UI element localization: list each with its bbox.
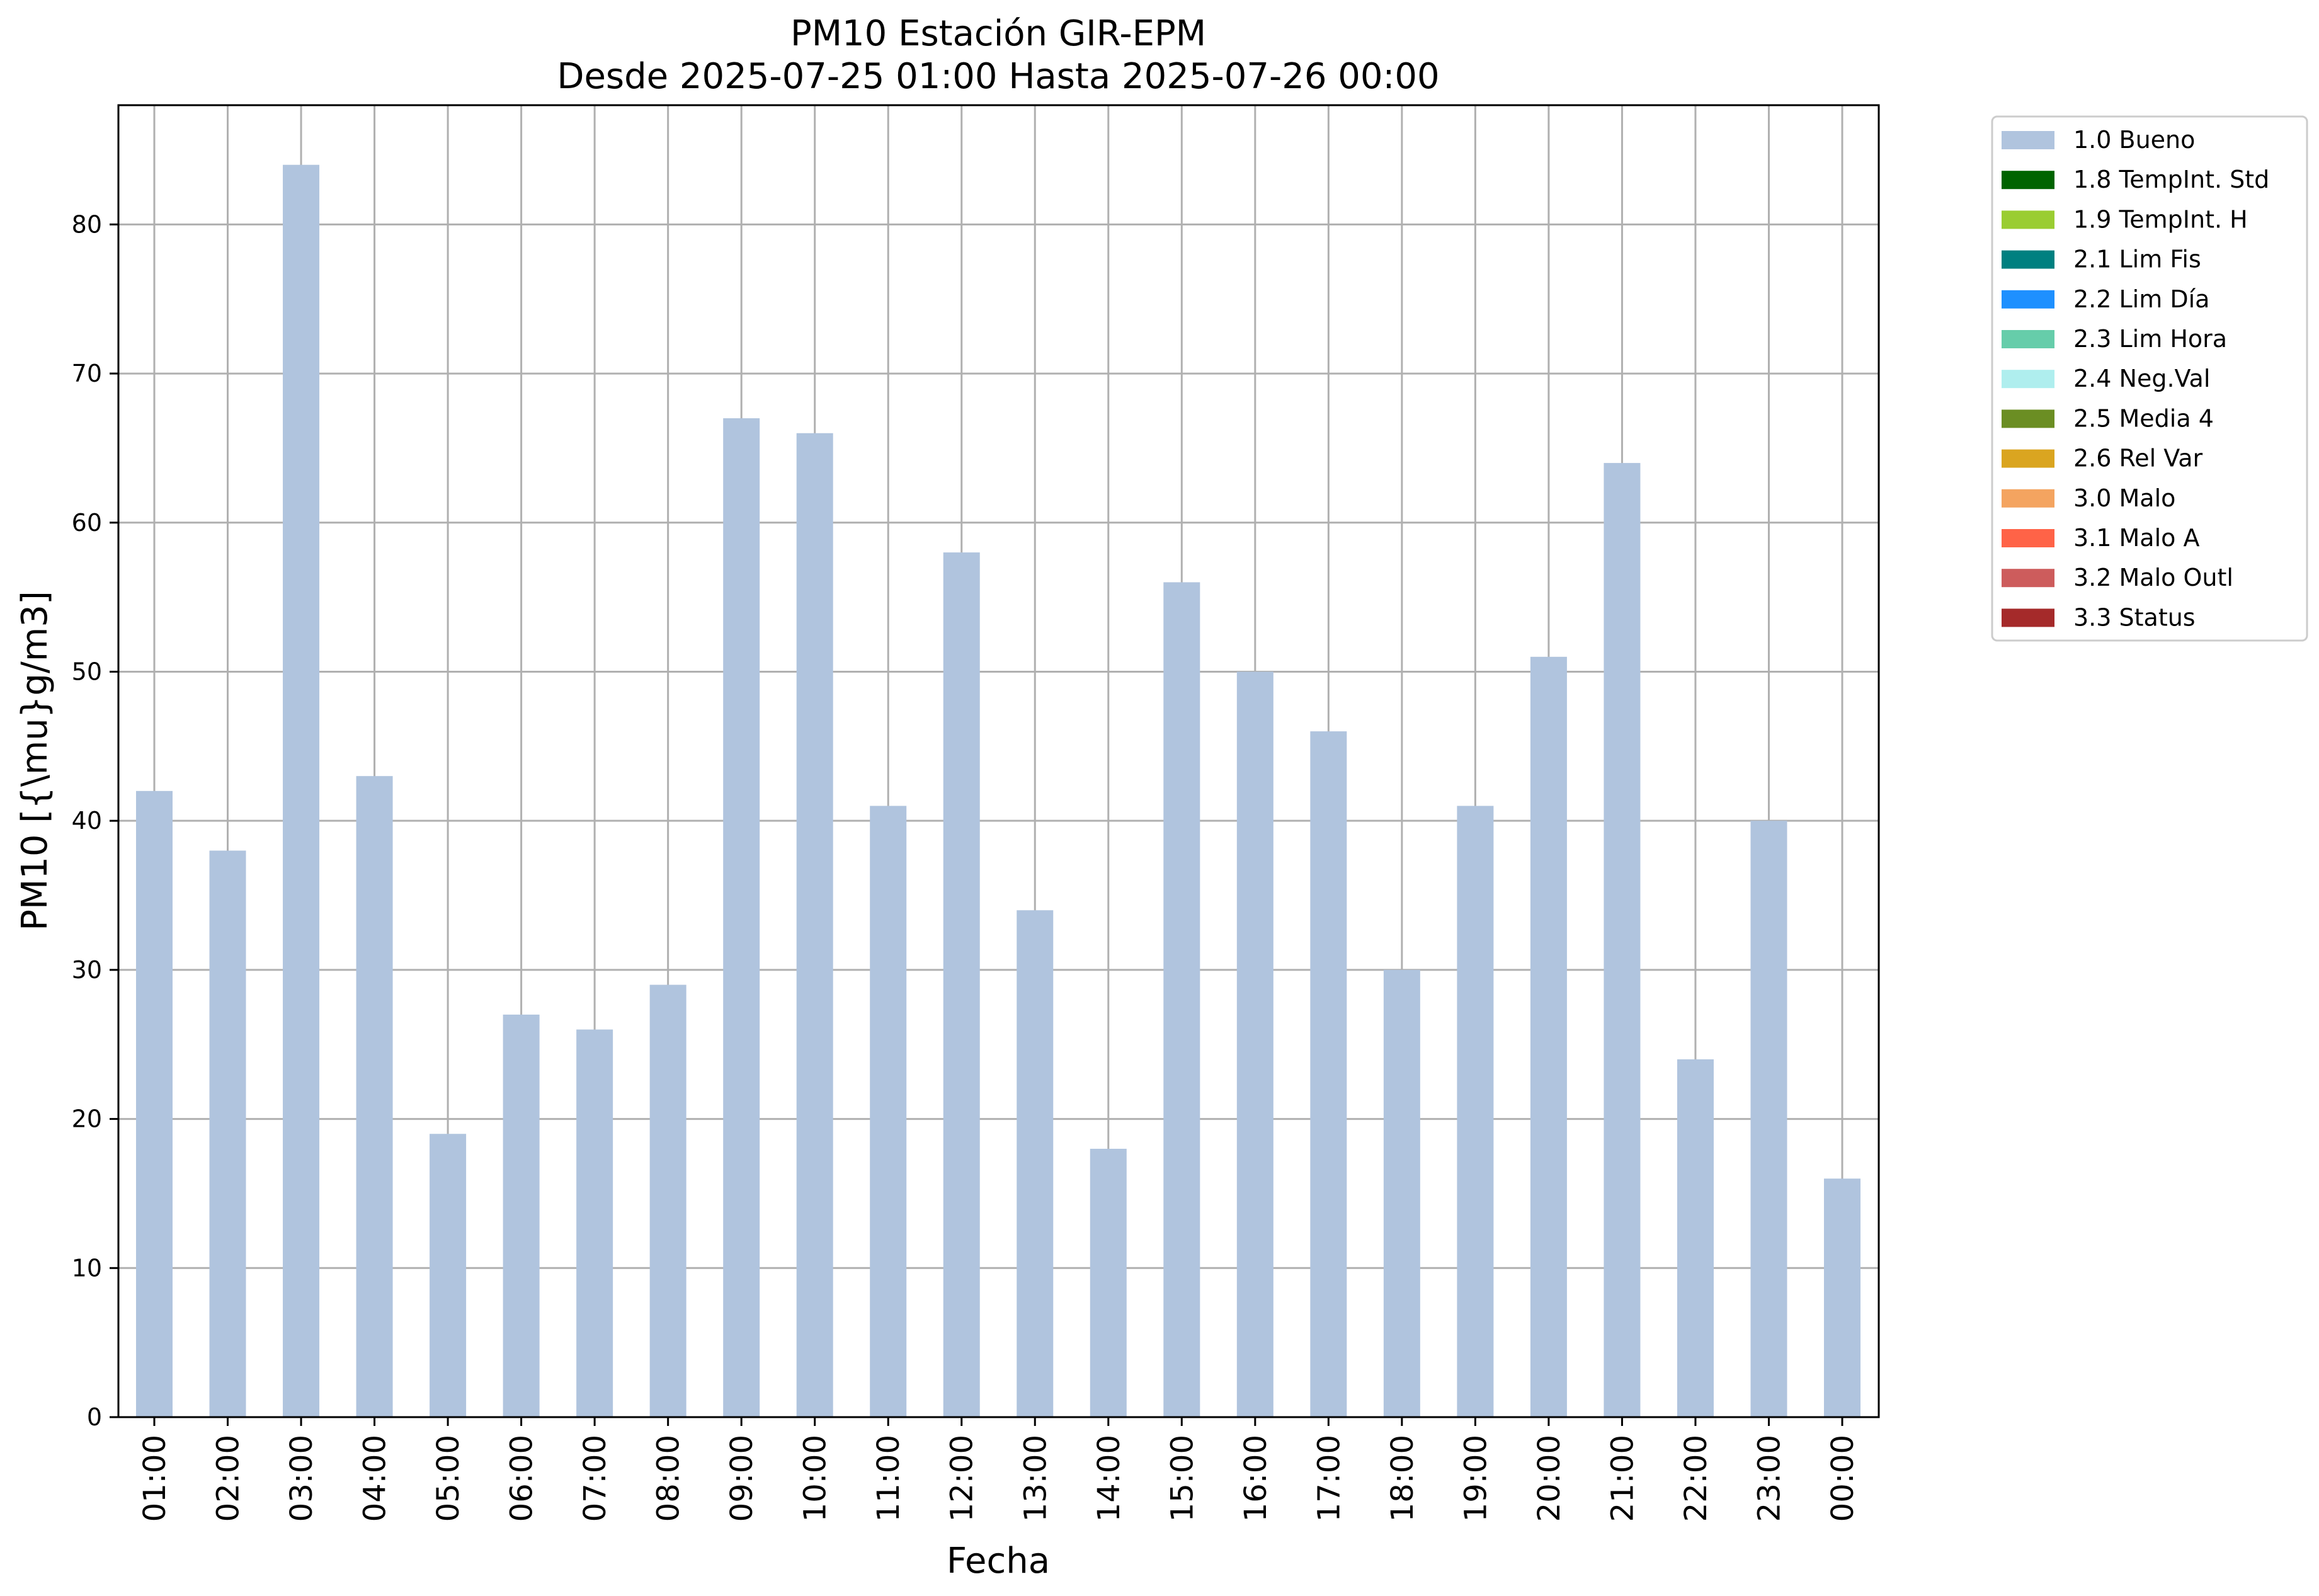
plot-frame — [117, 104, 1880, 1418]
bar-1300 — [1017, 910, 1054, 1417]
bar-1600 — [1236, 671, 1273, 1417]
x-tick-label: 15:00 — [1165, 1435, 1200, 1522]
bar-1000 — [796, 433, 833, 1417]
bar-0000 — [1824, 1178, 1860, 1417]
bars — [136, 164, 1860, 1418]
y-tick-label: 0 — [87, 1403, 102, 1431]
legend-label: 3.3 Status — [2073, 603, 2196, 631]
bar-1400 — [1090, 1148, 1127, 1417]
axes: 0 10 20 30 40 50 60 70 80 01:00 02:00 03:00 04:00 05:… — [72, 210, 1860, 1522]
x-tick-label: 00:00 — [1825, 1435, 1860, 1522]
legend-swatch — [2002, 569, 2054, 588]
x-tick-label: 13:00 — [1018, 1435, 1053, 1522]
bar-1500 — [1163, 582, 1200, 1417]
y-tick-label: 30 — [72, 956, 102, 984]
bar-0500 — [430, 1134, 467, 1417]
legend-label: 1.0 Bueno — [2073, 126, 2195, 154]
bar-0400 — [356, 776, 393, 1417]
legend-swatch — [2002, 409, 2054, 428]
bar-0900 — [723, 418, 760, 1417]
x-tick-label: 09:00 — [724, 1435, 760, 1522]
x-tick-label: 10:00 — [798, 1435, 833, 1522]
legend-label: 2.5 Media 4 — [2073, 404, 2214, 432]
x-tick-label: 05:00 — [431, 1435, 466, 1522]
bar-1100 — [870, 806, 907, 1417]
bar-2200 — [1677, 1059, 1714, 1417]
x-tick-label: 08:00 — [651, 1435, 687, 1522]
x-tick-label: 20:00 — [1532, 1435, 1567, 1522]
y-tick-label: 50 — [72, 658, 102, 685]
x-tick-label: 23:00 — [1752, 1435, 1787, 1522]
bar-0600 — [503, 1014, 540, 1417]
x-tick-label: 18:00 — [1385, 1435, 1420, 1522]
legend-swatch — [2002, 370, 2054, 389]
bar-0100 — [136, 790, 173, 1417]
bar-2000 — [1530, 656, 1567, 1417]
bar-1200 — [943, 552, 980, 1417]
legend-swatch — [2002, 131, 2054, 149]
legend: 1.0 Bueno 1.8 TempInt. Std 1.9 TempInt. H 2… — [1991, 115, 2308, 642]
legend-swatch — [2002, 210, 2054, 229]
legend-label: 3.2 Malo Outl — [2073, 564, 2233, 591]
x-tick-label: 22:00 — [1678, 1435, 1714, 1522]
legend-frame — [1991, 115, 2308, 642]
legend-label: 2.2 Lim Día — [2073, 285, 2209, 313]
legend-label: 1.8 TempInt. Std — [2073, 166, 2269, 193]
legend-swatch — [2002, 290, 2054, 309]
bar-1800 — [1383, 969, 1420, 1417]
x-tick-label: 01:00 — [137, 1435, 173, 1522]
legend-label: 3.1 Malo A — [2073, 524, 2199, 552]
x-tick-label: 06:00 — [504, 1435, 540, 1522]
y-tick-label: 10 — [72, 1254, 102, 1282]
y-tick-label: 80 — [72, 210, 102, 238]
legend-swatch — [2002, 489, 2054, 508]
bar-0800 — [649, 984, 687, 1417]
y-tick-label: 70 — [72, 360, 102, 387]
y-tick-label: 20 — [72, 1105, 102, 1133]
bar-2100 — [1604, 463, 1641, 1418]
legend-swatch — [2002, 250, 2054, 269]
legend-swatch — [2002, 171, 2054, 190]
y-axis-label: PM10 [{\mu}g/m3] — [14, 591, 55, 931]
bar-2300 — [1750, 821, 1787, 1417]
bar-0300 — [283, 164, 320, 1417]
bar-1900 — [1457, 806, 1494, 1417]
x-tick-label: 19:00 — [1458, 1435, 1493, 1522]
x-tick-label: 16:00 — [1238, 1435, 1273, 1522]
legend-label: 2.3 Lim Hora — [2073, 325, 2227, 353]
legend-label: 2.1 Lim Fis — [2073, 246, 2201, 273]
legend-label: 2.4 Neg.Val — [2073, 365, 2210, 392]
x-tick-label: 21:00 — [1605, 1435, 1640, 1522]
x-tick-label: 03:00 — [284, 1435, 319, 1522]
x-axis-label: Fecha — [947, 1541, 1050, 1582]
chart-title: PM10 Estación GIR-EPM — [790, 13, 1206, 54]
x-tick-label: 07:00 — [578, 1435, 613, 1522]
y-tick-label: 60 — [72, 509, 102, 537]
bar-0200 — [209, 850, 246, 1417]
x-tick-label: 04:00 — [358, 1435, 393, 1522]
legend-swatch — [2002, 449, 2054, 468]
x-tick-label: 02:00 — [211, 1435, 246, 1522]
x-tick-label: 11:00 — [871, 1435, 906, 1522]
y-tick-label: 40 — [72, 807, 102, 835]
legend-swatch — [2002, 529, 2054, 547]
legend-label: 2.6 Rel Var — [2073, 445, 2203, 472]
x-tick-label: 12:00 — [945, 1435, 980, 1522]
bar-1700 — [1310, 731, 1347, 1417]
legend-label: 3.0 Malo — [2073, 484, 2175, 512]
chart-subtitle: Desde 2025-07-25 01:00 Hasta 2025-07-26 … — [557, 56, 1439, 97]
legend-swatch — [2002, 330, 2054, 348]
bar-0700 — [576, 1029, 613, 1417]
x-tick-label: 17:00 — [1311, 1435, 1347, 1522]
x-tick-label: 14:00 — [1091, 1435, 1127, 1522]
legend-swatch — [2002, 608, 2054, 627]
legend-label: 1.9 TempInt. H — [2073, 205, 2248, 233]
